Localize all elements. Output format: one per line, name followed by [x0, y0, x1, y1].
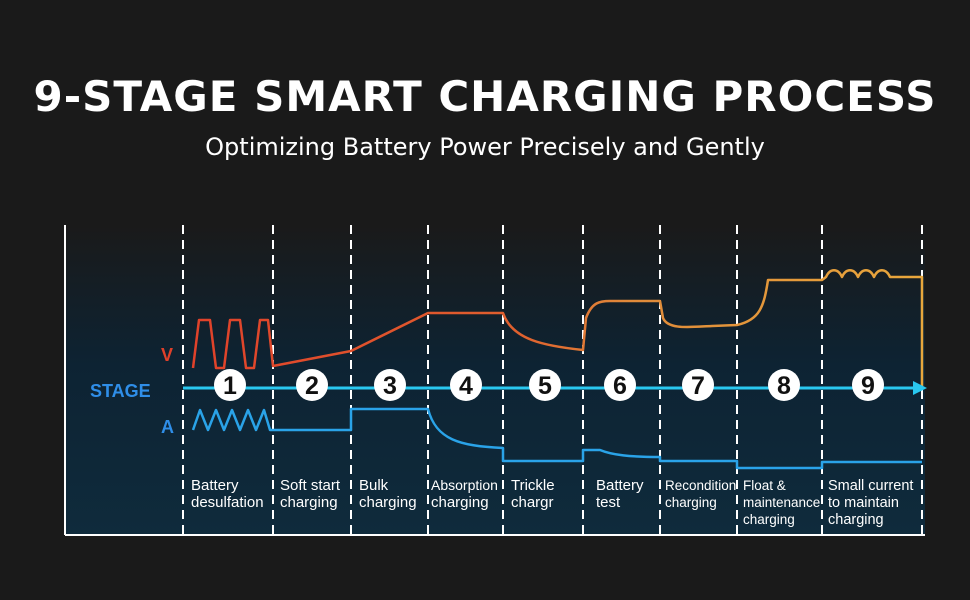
stage-label-line: maintenance	[743, 495, 820, 510]
stage-badge: 1	[214, 369, 246, 401]
stage-label-line: charging	[743, 512, 795, 527]
stage-label-line: Recondition	[665, 478, 736, 493]
stage-number: 6	[613, 372, 627, 400]
stage-label-line: Float &	[743, 478, 786, 493]
stage-label-line: Trickle	[511, 477, 555, 494]
stage-label: Bulk charging	[359, 477, 417, 511]
stage-badge: 6	[604, 369, 636, 401]
stage-label: Soft start charging	[280, 477, 341, 511]
stage-number: 8	[777, 372, 791, 400]
stage-badge: 4	[450, 369, 482, 401]
stage-label: Absorption charging	[431, 477, 498, 511]
stage-label-line: Battery	[596, 477, 644, 494]
stage-badge: 2	[296, 369, 328, 401]
stage-number: 5	[538, 372, 552, 400]
stage-label-line: charging	[665, 495, 717, 510]
current-curve	[191, 407, 922, 470]
stage-label-line: charging	[359, 494, 417, 511]
stage-label: Recondition charging	[665, 478, 736, 510]
current-axis-label: A	[161, 417, 174, 437]
stage-badge: 5	[529, 369, 561, 401]
stage-label-line: Bulk	[359, 477, 389, 494]
voltage-axis-label: V	[161, 345, 173, 365]
stage-label-line: test	[596, 494, 621, 511]
stage-label: Small current to maintain charging	[828, 478, 913, 528]
stage-number: 9	[861, 372, 875, 400]
stage-axis-label: STAGE	[90, 381, 151, 401]
stage-label: Trickle chargr	[511, 477, 555, 511]
stage-badge: 3	[374, 369, 406, 401]
stage-label-line: desulfation	[191, 494, 264, 511]
stage-number: 1	[223, 372, 237, 400]
stage-badge: 8	[768, 369, 800, 401]
stage-label-line: Battery	[191, 477, 239, 494]
stage-label-line: Small current	[828, 478, 913, 494]
stage-label-line: charging	[280, 494, 338, 511]
page-title: 9-STAGE SMART CHARGING PROCESS	[33, 72, 937, 121]
stage-badge: 9	[852, 369, 884, 401]
voltage-curve	[191, 269, 924, 388]
stage-label-line: charging	[828, 512, 884, 528]
stage-label-line: charging	[431, 494, 489, 511]
stage-number: 4	[459, 372, 473, 400]
timeline-arrowhead	[913, 381, 927, 395]
stage-label: Battery desulfation	[191, 477, 264, 511]
stage-badge: 7	[682, 369, 714, 401]
stage-number: 3	[383, 372, 397, 400]
page-subtitle: Optimizing Battery Power Precisely and G…	[205, 133, 765, 161]
stage-number: 7	[691, 372, 705, 400]
stage-label: Battery test	[596, 477, 644, 511]
stage-number: 2	[305, 372, 319, 400]
stage-label-line: to maintain	[828, 495, 899, 511]
stage-label: Float & maintenance charging	[743, 478, 820, 527]
stage-label-line: chargr	[511, 494, 554, 511]
stage-label-line: Absorption	[431, 477, 498, 493]
stage-label-line: Soft start	[280, 477, 341, 494]
